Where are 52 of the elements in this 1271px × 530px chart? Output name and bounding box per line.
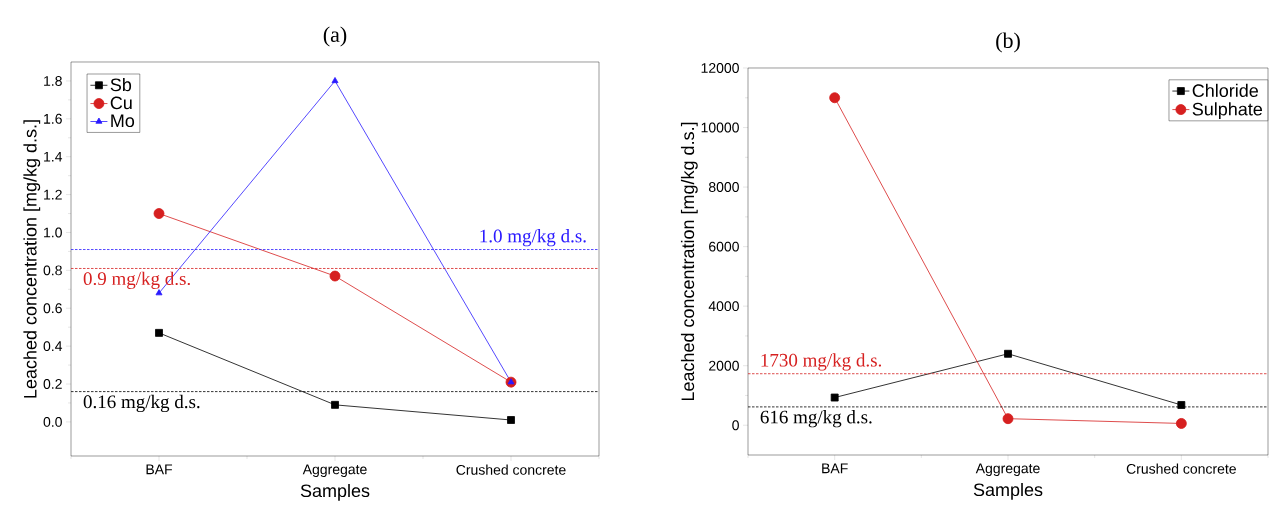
ref-line-label: 1730 mg/kg d.s.: [761, 353, 882, 371]
y-tick-label: 1.0: [44, 227, 62, 238]
point: [1004, 349, 1012, 358]
x-tick-label: Aggregate: [975, 463, 1040, 477]
point: [830, 393, 839, 402]
legend-label: Mo: [111, 114, 135, 128]
y-tick-label: 1.4: [44, 151, 63, 162]
y-tick-label: 0.4: [43, 341, 63, 352]
point: [1002, 413, 1014, 425]
y-tick-label: 8000: [708, 182, 739, 193]
legend-label: Chloride: [1192, 83, 1258, 97]
legend-label: Cu: [110, 96, 132, 110]
x-tick-label: Crushed concrete: [456, 464, 566, 475]
y-tick-label: 0: [732, 420, 739, 431]
y-tick-label: 0.6: [43, 303, 62, 314]
point: [153, 208, 165, 219]
y-tick-label: 6000: [709, 241, 739, 252]
x-tick-label: BAF: [822, 463, 848, 474]
y-tick-label: 0.8: [43, 265, 62, 276]
ref-line-label: 0.9 mg/kg d.s.: [83, 271, 190, 289]
y-axis-title: Leached concentration [mg/kg d.s.]: [680, 122, 698, 401]
point: [331, 400, 339, 409]
x-tick-label: Crushed concrete: [1126, 463, 1236, 474]
point: [155, 289, 163, 296]
y-tick-label: 10000: [701, 122, 739, 133]
x-tick-label: BAF: [146, 464, 173, 475]
point: [1175, 418, 1187, 429]
y-tick-label: 12000: [701, 63, 739, 73]
point: [155, 328, 163, 337]
point: [331, 77, 339, 84]
ref-line-label: 1.0 mg/kg d.s.: [480, 229, 586, 247]
y-tick-label: 1.2: [44, 189, 62, 200]
x-axis-title: Samples: [300, 483, 370, 501]
legend-label: Sulphate: [1192, 102, 1263, 120]
point: [507, 416, 515, 424]
x-tick-label: Aggregate: [302, 464, 367, 478]
y-tick-label: 2000: [709, 360, 739, 371]
y-tick-label: 0.0: [43, 416, 62, 427]
y-tick-label: 0.2: [43, 379, 62, 389]
y-tick-label: 4000: [708, 301, 739, 312]
point: [829, 92, 841, 104]
point: [329, 270, 341, 282]
ref-line-label: 0.16 mg/kg d.s.: [83, 394, 200, 413]
chart-title: (b): [996, 32, 1020, 53]
legend-label: Sb: [110, 78, 132, 92]
ref-line-label: 616 mg/kg d.s.: [760, 410, 872, 428]
y-tick-label: 1.8: [44, 75, 62, 86]
y-tick-label: 1.6: [44, 113, 62, 124]
point: [1177, 401, 1186, 409]
y-axis-title: Leached concentration [mg/kg d.s.]: [23, 120, 41, 398]
x-axis-title: Samples: [973, 482, 1043, 500]
chart-title: (a): [323, 26, 347, 47]
